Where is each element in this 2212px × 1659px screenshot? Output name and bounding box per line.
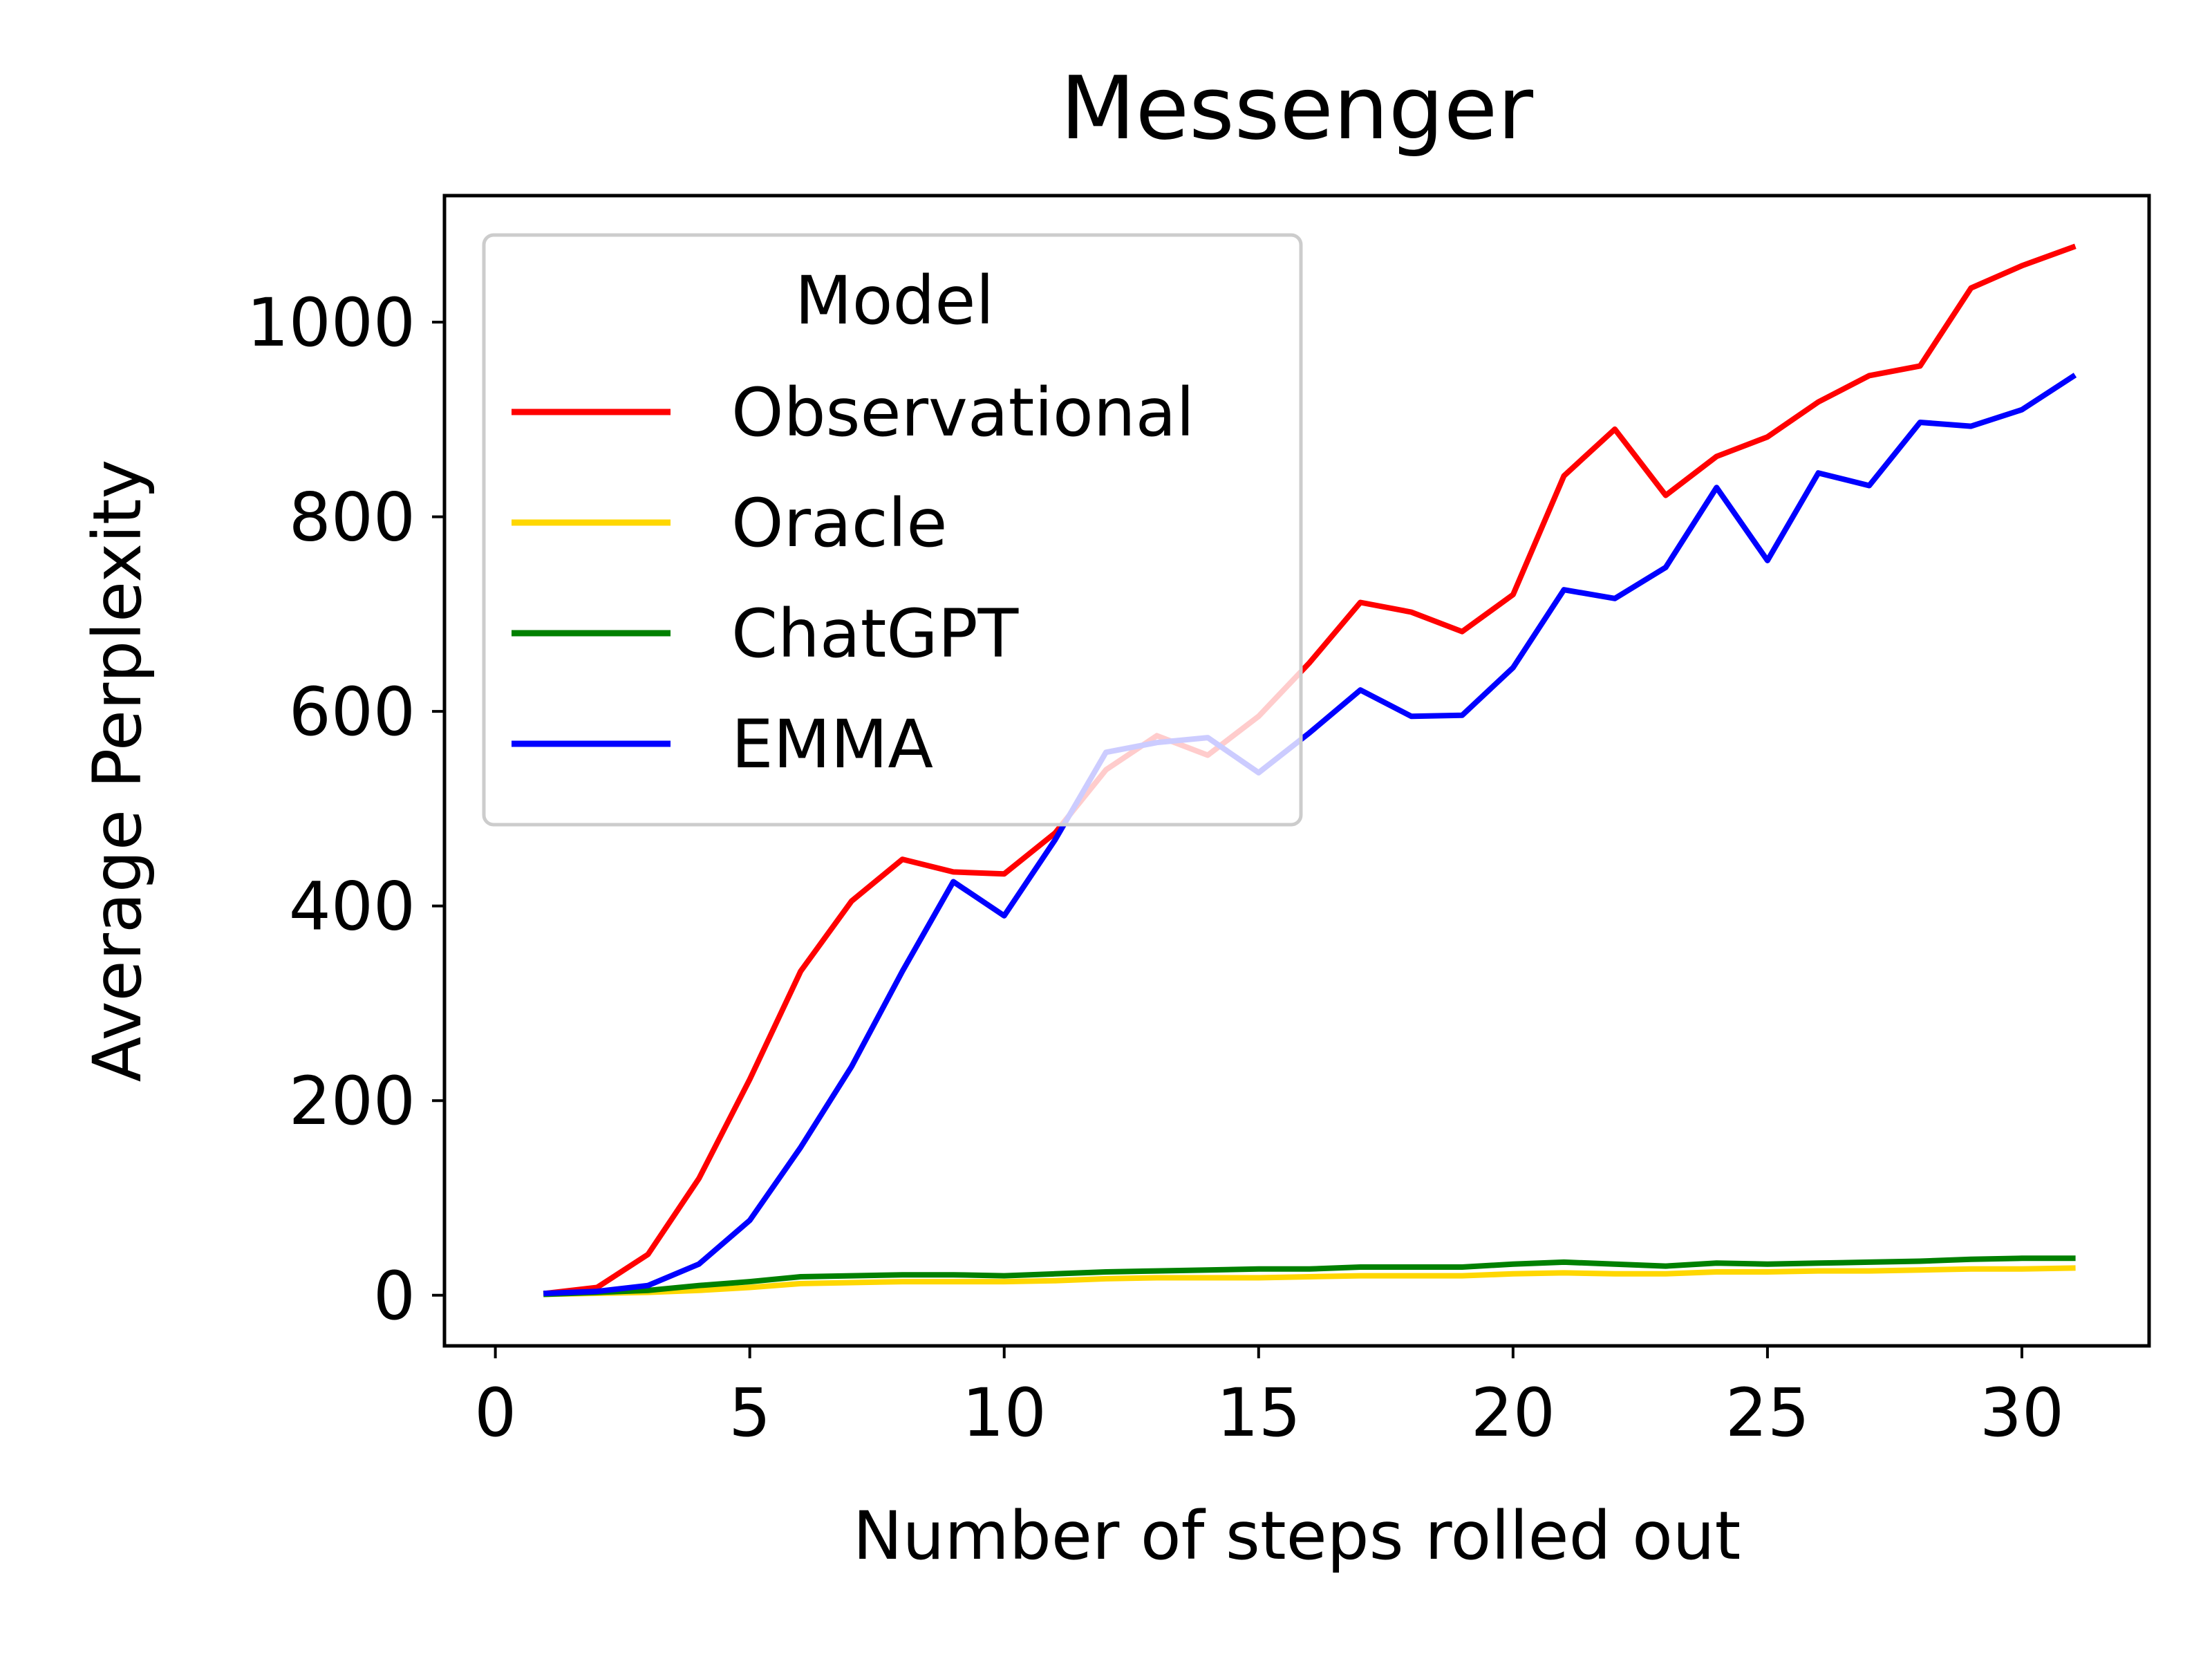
y-tick-label-3: 600 [289, 673, 415, 751]
x-tick-label-6: 30 [1980, 1374, 2064, 1452]
y-tick-label-2: 400 [289, 868, 415, 946]
legend-title: Model [795, 262, 994, 339]
x-tick-label-2: 10 [962, 1374, 1047, 1452]
legend-label-3: EMMA [731, 706, 933, 783]
x-tick-label-3: 15 [1217, 1374, 1301, 1452]
y-axis-label: Average Perplexity [79, 460, 156, 1082]
y-tick-label-0: 0 [373, 1257, 415, 1335]
series-line-1 [543, 1265, 2076, 1297]
legend-entries: Observational Oracle ChatGPT EMMA [512, 374, 1194, 783]
x-axis-label: Number of steps rolled out [853, 1497, 1741, 1575]
series-line-0 [543, 243, 2077, 1297]
legend: Model Observational Oracle ChatGPT EMMA [482, 233, 1303, 827]
chart-title: Messenger [1060, 57, 1533, 159]
y-axis-ticks: 0 200 400 600 800 1000 [247, 284, 444, 1335]
legend-label-1: Oracle [731, 485, 947, 562]
x-tick-label-4: 20 [1471, 1374, 1555, 1452]
legend-label-0: Observational [731, 374, 1194, 451]
x-tick-label-0: 0 [474, 1374, 516, 1452]
y-tick-label-1: 200 [289, 1062, 415, 1140]
legend-label-2: ChatGPT [731, 595, 1019, 673]
legend-box [482, 233, 1303, 827]
series-line-3 [543, 373, 2077, 1297]
series-line-2 [543, 1255, 2076, 1297]
x-tick-label-1: 5 [729, 1374, 771, 1452]
y-tick-label-4: 800 [289, 479, 415, 556]
x-tick-label-5: 25 [1725, 1374, 1810, 1452]
plot-lines [543, 243, 2077, 1297]
y-tick-label-5: 1000 [247, 284, 415, 362]
x-axis-ticks: 0 5 10 15 20 25 30 [474, 1346, 2064, 1452]
plot-frame [442, 194, 2151, 1348]
